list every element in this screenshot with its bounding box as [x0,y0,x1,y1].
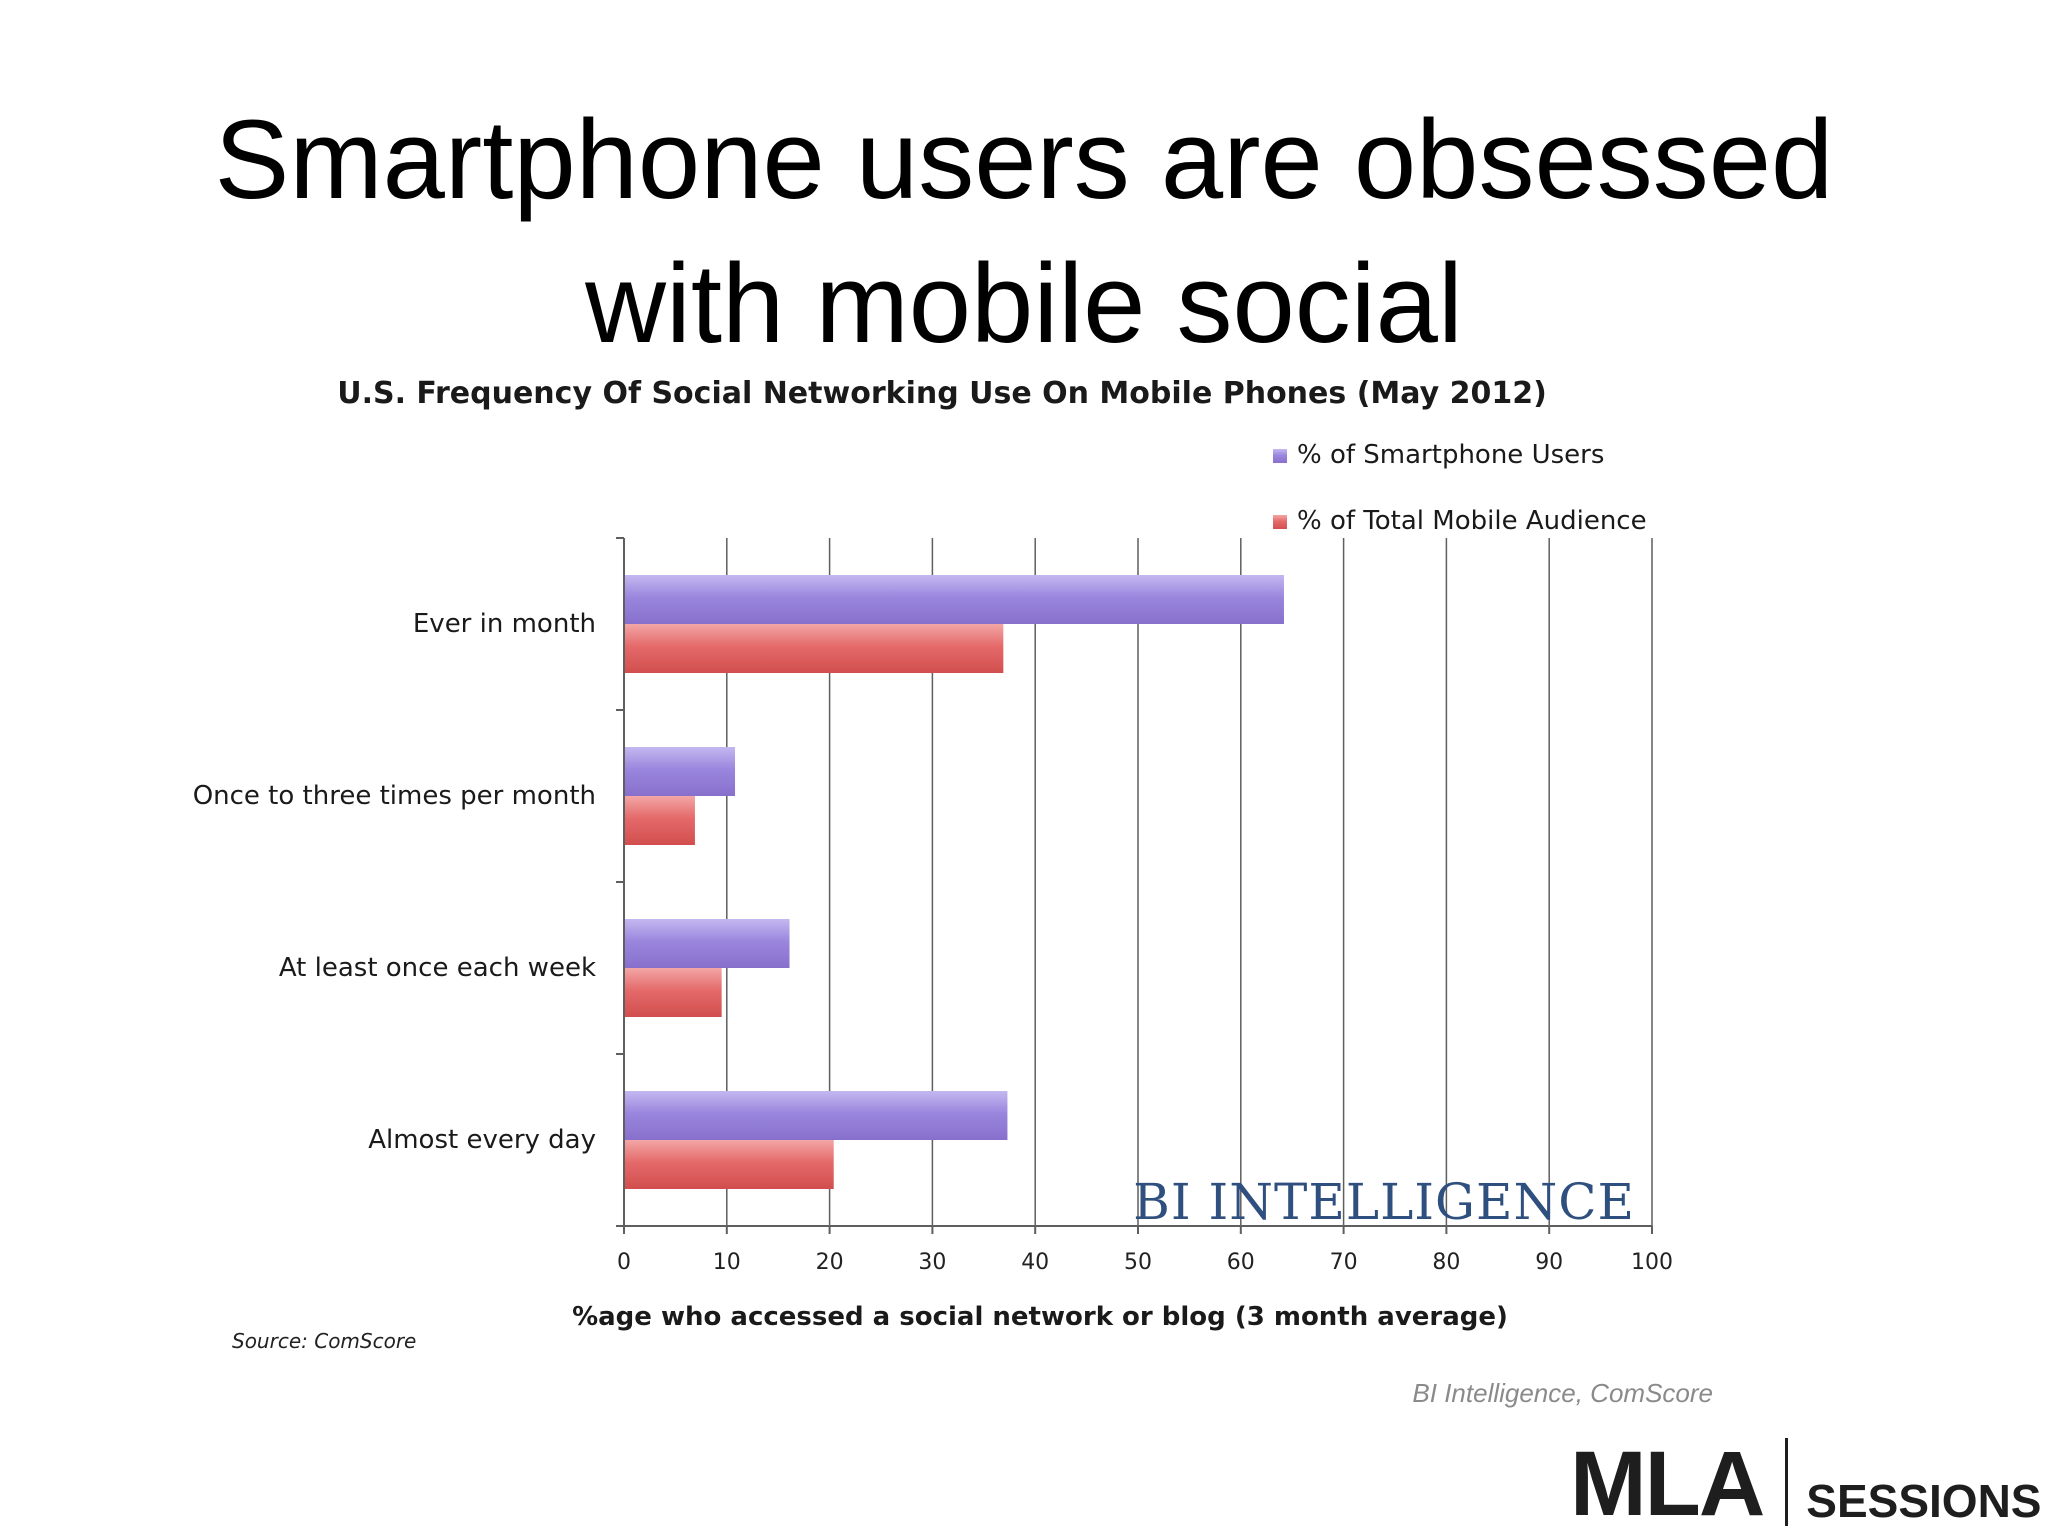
x-tick-label: 60 [1227,1250,1255,1275]
bar [624,796,695,845]
logo-main: MLA [1570,1433,1765,1535]
grid-lines [726,538,1653,1226]
logo-sub: SESSIONS [1806,1475,2042,1527]
bars [624,575,1284,1189]
mla-sessions-logo: MLA SESSIONS [1570,1430,2048,1530]
slide-title-line-2: with mobile social [585,241,1463,366]
chart-title: U.S. Frequency Of Social Networking Use … [337,376,1547,411]
watermark: BI INTELLIGENCE [1133,1173,1635,1231]
slide-title: Smartphone users are obsessed with mobil… [0,88,2048,376]
category-label: At least once each week [279,953,596,983]
x-tick-label: 80 [1432,1250,1460,1275]
bar [624,624,1004,673]
bar [624,919,790,968]
bar [624,747,736,796]
bar [624,968,722,1017]
legend-label: % of Smartphone Users [1297,440,1604,470]
x-tick-label: 100 [1631,1250,1673,1275]
x-tick-label: 0 [617,1250,631,1275]
axes [616,537,1653,1234]
source-note: Source: ComScore [232,1329,416,1353]
x-tick-label: 50 [1124,1250,1152,1275]
category-label: Ever in month [413,609,596,639]
x-tick-label: 20 [816,1250,844,1275]
legend-swatch [1273,449,1287,463]
x-tick-labels: 0 10 20 30 40 50 60 70 80 90 100 [617,1250,1673,1275]
logo-divider [1785,1438,1789,1526]
bar [624,1140,834,1189]
x-tick-label: 30 [918,1250,946,1275]
x-axis-label: %age who accessed a social network or bl… [572,1302,1508,1332]
bar [624,1091,1008,1140]
x-tick-label: 90 [1535,1250,1563,1275]
category-label: Once to three times per month [193,781,596,811]
category-label: Almost every day [368,1125,596,1155]
legend: % of Smartphone Users % of Total Mobile A… [1273,440,1647,536]
x-tick-label: 40 [1021,1250,1049,1275]
legend-label: % of Total Mobile Audience [1297,506,1647,536]
x-tick-label: 10 [713,1250,741,1275]
category-labels: Ever in month Once to three times per mon… [193,609,596,1155]
slide-title-line-1: Smartphone users are obsessed [214,97,1834,222]
x-tick-label: 70 [1330,1250,1358,1275]
source-caption: BI Intelligence, ComScore [1412,1378,1713,1408]
legend-swatch [1273,515,1287,529]
bar [624,575,1284,624]
